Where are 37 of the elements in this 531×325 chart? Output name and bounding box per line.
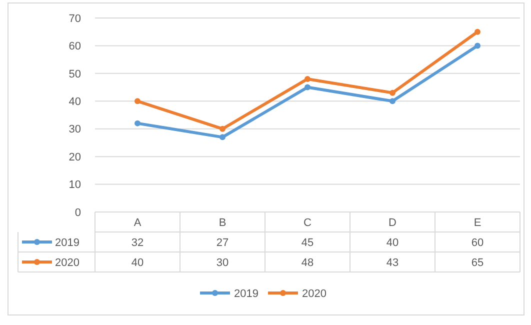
point xyxy=(474,28,480,35)
y-tick-label: 50 xyxy=(68,68,81,80)
data-label: 40 xyxy=(131,256,144,269)
data-label: 65 xyxy=(471,256,484,269)
point xyxy=(220,126,226,132)
point xyxy=(220,134,226,140)
point xyxy=(390,98,396,104)
y-tick-label: 70 xyxy=(68,12,81,25)
data-label: 60 xyxy=(471,236,484,249)
text: 2020 xyxy=(302,288,326,300)
point xyxy=(134,120,140,126)
point xyxy=(474,42,480,49)
point xyxy=(304,76,310,82)
x-tick-label: A xyxy=(134,216,142,229)
x-tick-label: D xyxy=(388,216,397,229)
data-label: 48 xyxy=(301,256,314,269)
legend-label: 2020 xyxy=(55,256,80,269)
data-label: 32 xyxy=(131,236,144,249)
x-tick-label: C xyxy=(304,216,312,229)
legend-label: 2019 xyxy=(55,236,80,249)
y-tick-label: 0 xyxy=(74,206,81,219)
y-tick-label: 30 xyxy=(68,124,81,136)
data-label: 40 xyxy=(386,236,399,249)
text: 2019 xyxy=(234,288,258,300)
data-label: 30 xyxy=(216,256,229,269)
y-tick-label: 10 xyxy=(68,179,81,192)
y-tick-label: 20 xyxy=(68,151,81,164)
data-label: 27 xyxy=(216,236,229,249)
data-label: 43 xyxy=(386,256,399,269)
x-tick-label: B xyxy=(218,216,226,229)
data-label: 45 xyxy=(301,236,314,249)
x-tick-label: E xyxy=(474,216,482,229)
point xyxy=(390,90,396,96)
y-tick-label: 60 xyxy=(68,40,81,53)
y-tick-label: 40 xyxy=(68,96,81,108)
point xyxy=(134,98,140,104)
point xyxy=(304,84,310,90)
